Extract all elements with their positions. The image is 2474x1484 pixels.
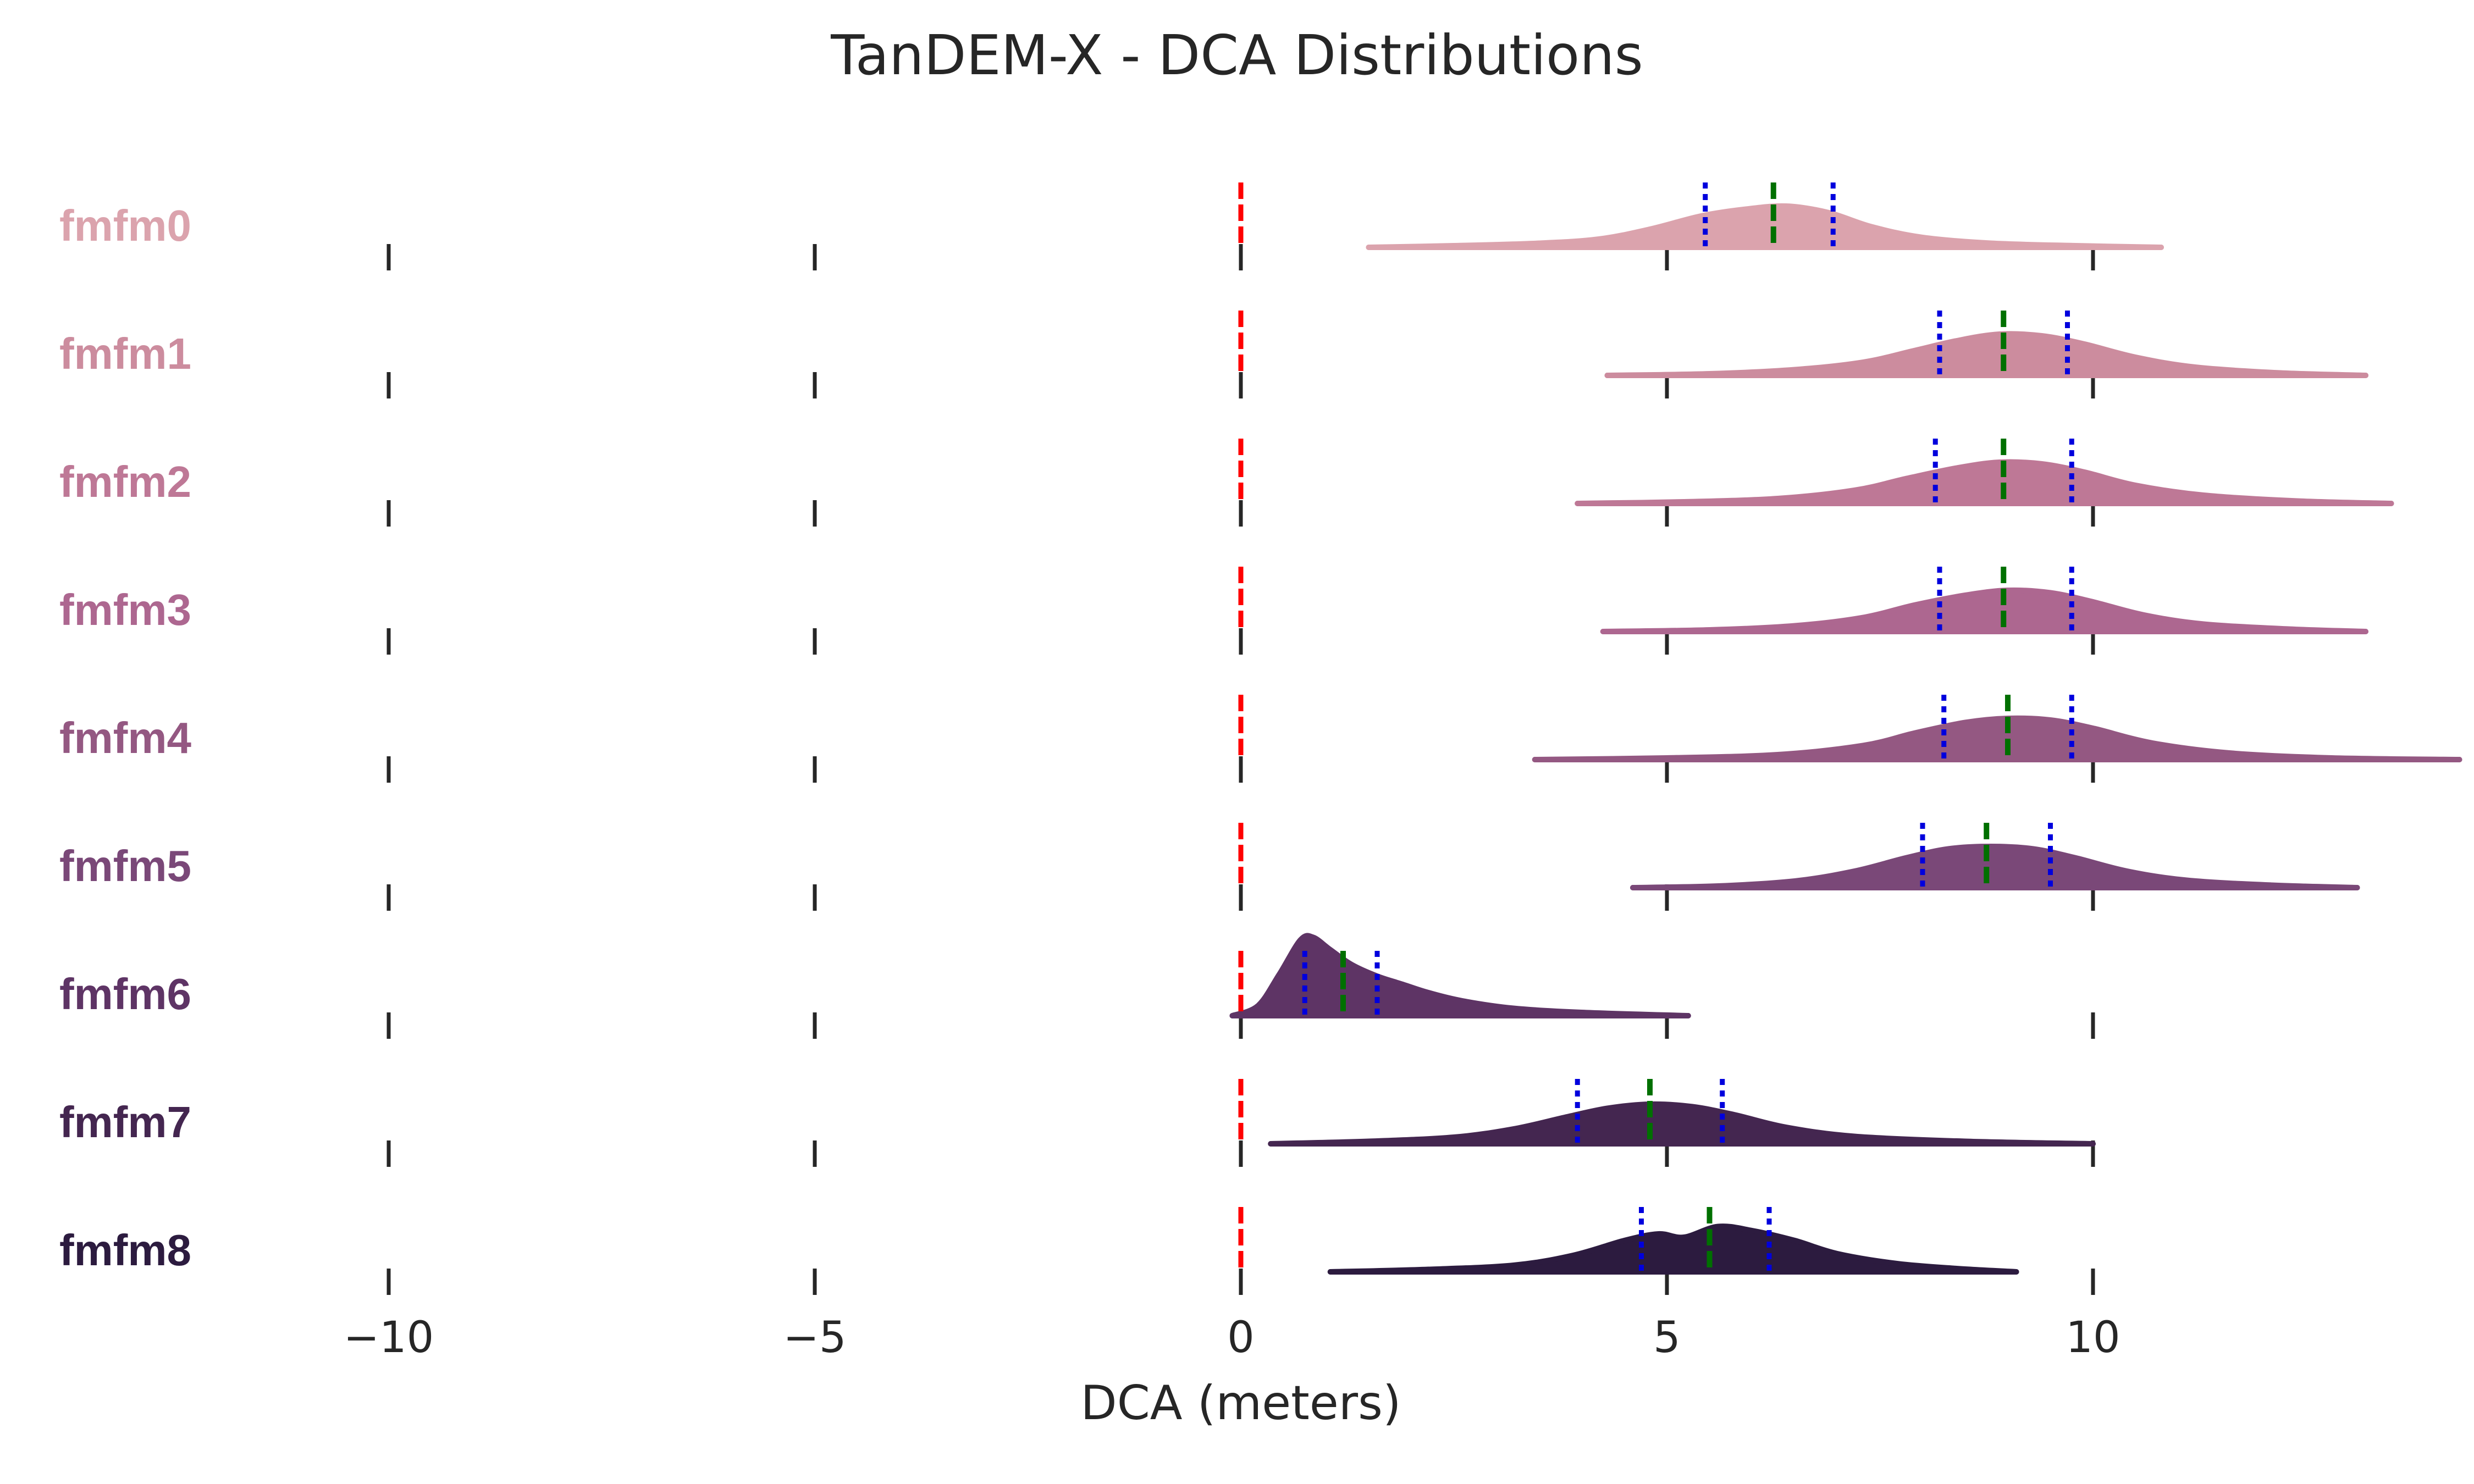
density-area	[1327, 1223, 2019, 1275]
series-label: fmfm4	[59, 713, 192, 762]
ridge-row-fmfm3: fmfm3	[59, 567, 2368, 655]
x-tick-labels: −10 −5 0 5 10	[344, 1313, 2120, 1363]
density-area	[1600, 587, 2368, 634]
series-label: fmfm7	[59, 1098, 191, 1147]
density-area	[1268, 1101, 2096, 1147]
x-tick-label: −10	[344, 1313, 434, 1363]
density-area	[1630, 844, 2360, 890]
series-label: fmfm6	[59, 970, 191, 1018]
density-area	[1575, 459, 2394, 506]
ridge-row-fmfm7: fmfm7	[59, 1079, 2096, 1167]
x-tick-label: −5	[783, 1313, 847, 1363]
ridge-row-fmfm0: fmfm0	[59, 182, 2164, 270]
density-area	[1366, 203, 2164, 250]
ridge-row-fmfm1: fmfm1	[59, 311, 2368, 398]
ridge-row-fmfm8: fmfm8	[59, 1207, 2095, 1295]
series-label: fmfm5	[59, 841, 191, 890]
x-axis-label: DCA (meters)	[1080, 1376, 1401, 1431]
ridge-row-fmfm5: fmfm5	[59, 823, 2360, 911]
series-label: fmfm3	[59, 585, 191, 634]
series-label: fmfm8	[59, 1226, 191, 1275]
ridge-row-fmfm2: fmfm2	[59, 439, 2394, 527]
ridge-row-fmfm6: fmfm6	[59, 933, 2095, 1039]
x-tick-label: 0	[1227, 1313, 1255, 1363]
ridge-rows: fmfm0 fmfm1 fmfm2 fmfm3 fmfm4 fmfm5 fmfm6 fmfm7…	[59, 182, 2462, 1295]
x-tick-label: 5	[1653, 1313, 1681, 1363]
density-area	[1532, 715, 2462, 762]
series-label: fmfm0	[59, 201, 191, 250]
density-area	[1604, 331, 2368, 378]
x-tick-label: 10	[2066, 1313, 2120, 1363]
density-area	[1229, 933, 1691, 1018]
ridge-row-fmfm4: fmfm4	[59, 695, 2462, 783]
series-label: fmfm1	[59, 329, 191, 378]
series-label: fmfm2	[59, 457, 191, 506]
chart-title: TanDEM-X - DCA Distributions	[830, 23, 1643, 87]
